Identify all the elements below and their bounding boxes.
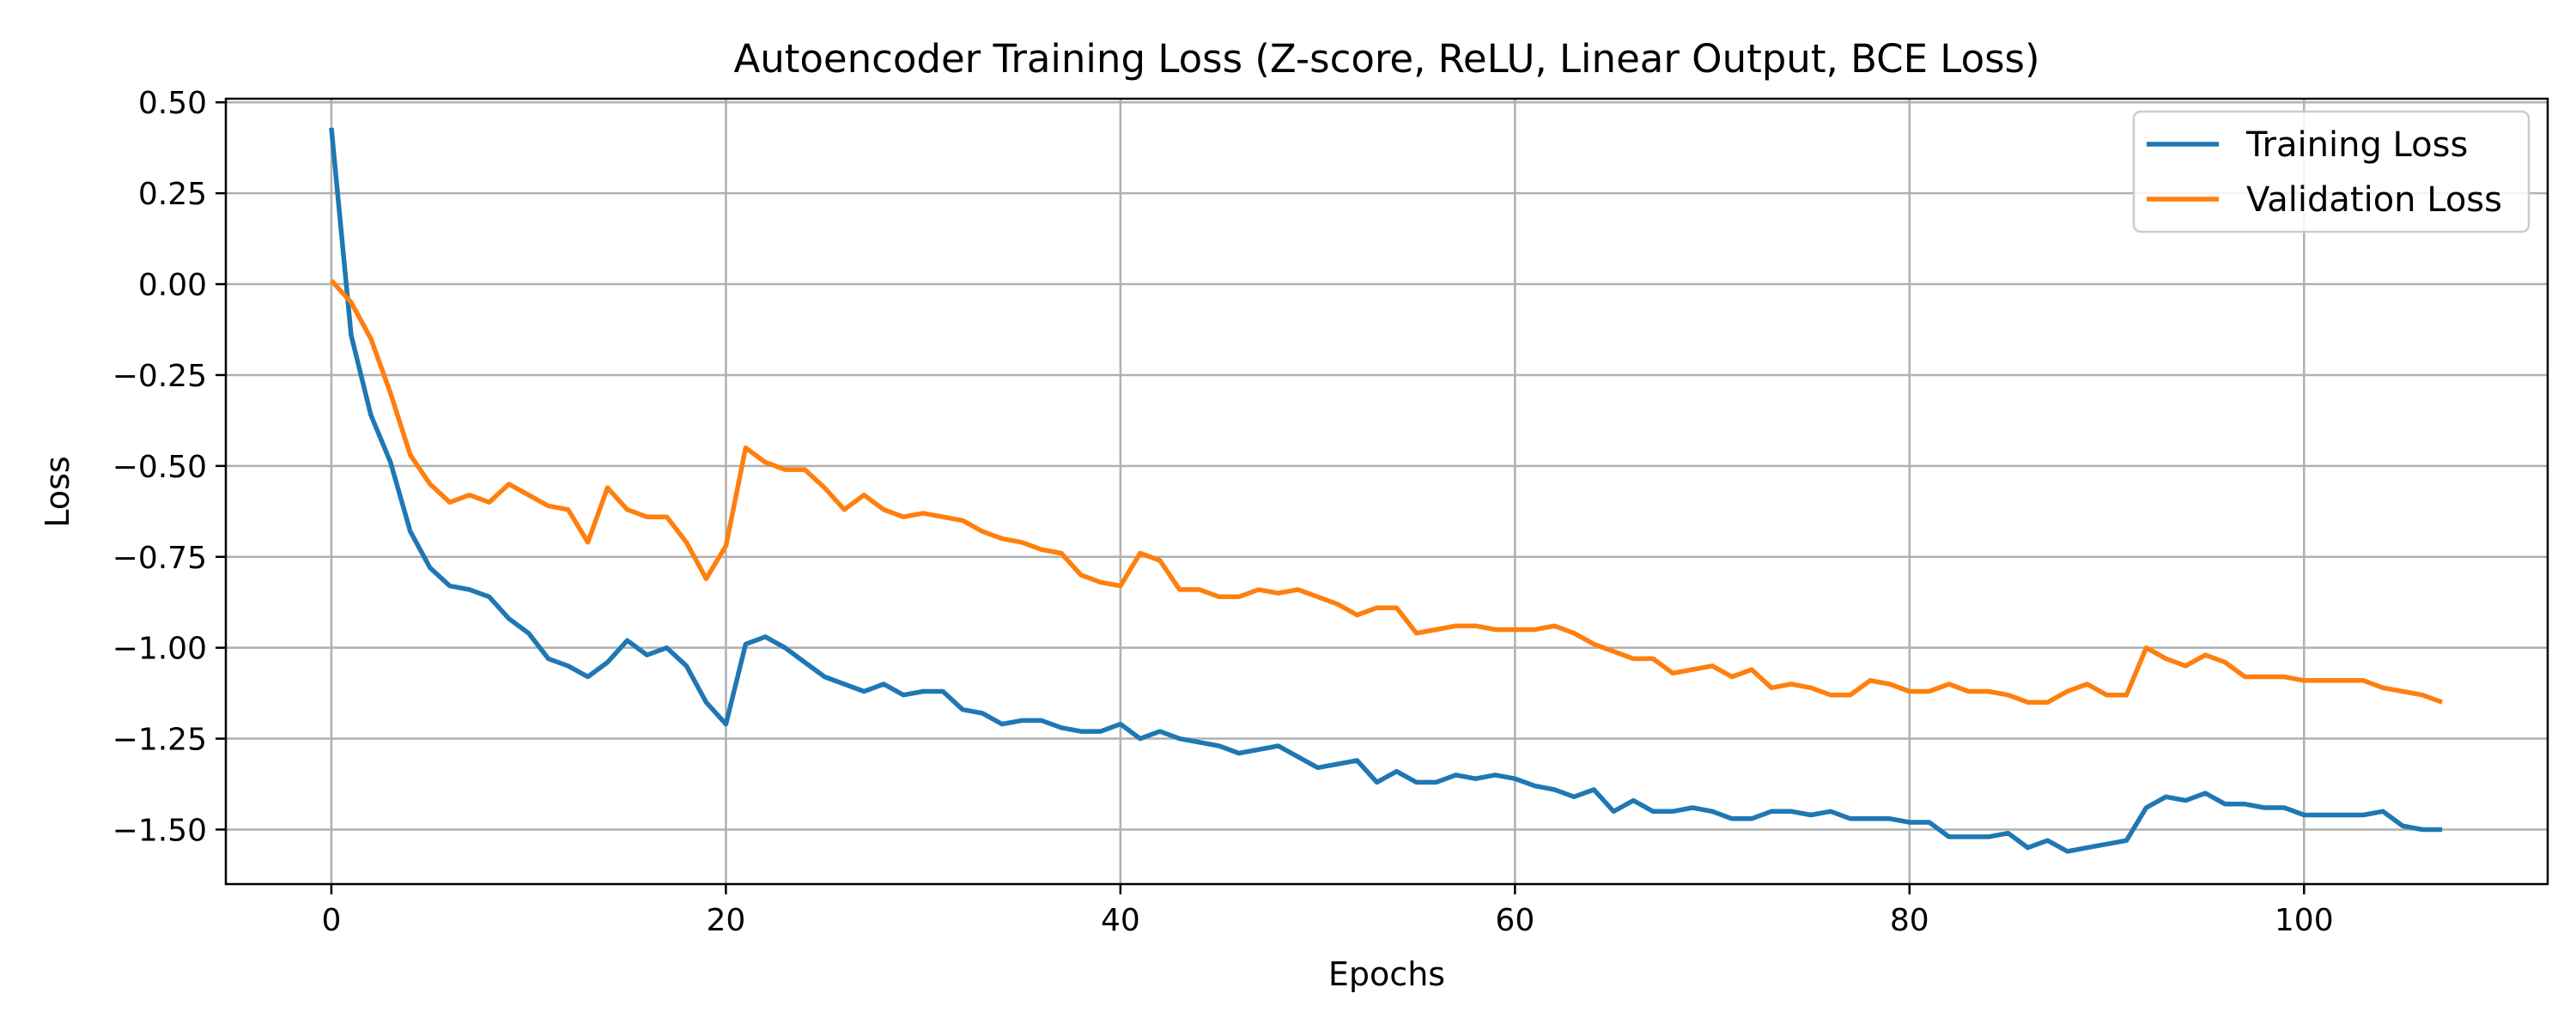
y-tick-label: −1.50 [112,813,207,848]
x-tick-label: 80 [1890,903,1929,938]
series-line-training-loss [329,127,2443,854]
y-tick-label: 0.25 [138,177,207,212]
grid-lines [226,99,2548,884]
legend-box [2132,110,2530,233]
x-tick-label: 60 [1495,903,1534,938]
chart-title: Autoencoder Training Loss (Z-score, ReLU… [733,36,2039,82]
axis-ticks: 0 20 40 60 80 100 0.50 0.25 0.00 −0.25 −0.50 −0.75 −… [112,86,2334,938]
x-tick-label: 100 [2275,903,2334,938]
y-tick-label: 0.00 [138,268,207,303]
legend-label-training-loss: Training Loss [2245,125,2468,165]
x-tick-label: 0 [321,903,341,938]
y-axis-label: Loss [39,456,76,527]
x-tick-label: 20 [706,903,745,938]
y-tick-label: −0.25 [112,359,207,394]
series-line-validation-loss [329,278,2444,705]
series-lines [329,127,2444,854]
y-tick-label: −1.25 [112,723,207,758]
y-tick-label: 0.50 [138,86,207,121]
legend-label-validation-loss: Validation Loss [2246,180,2502,220]
x-tick-label: 40 [1101,903,1140,938]
y-tick-label: −0.50 [112,450,207,485]
x-axis-label: Epochs [1328,955,1445,993]
legend: Training Loss Validation Loss [2132,110,2530,233]
y-tick-label: −0.75 [112,541,207,576]
plot-frame [224,97,2549,886]
y-tick-label: −1.00 [112,632,207,667]
